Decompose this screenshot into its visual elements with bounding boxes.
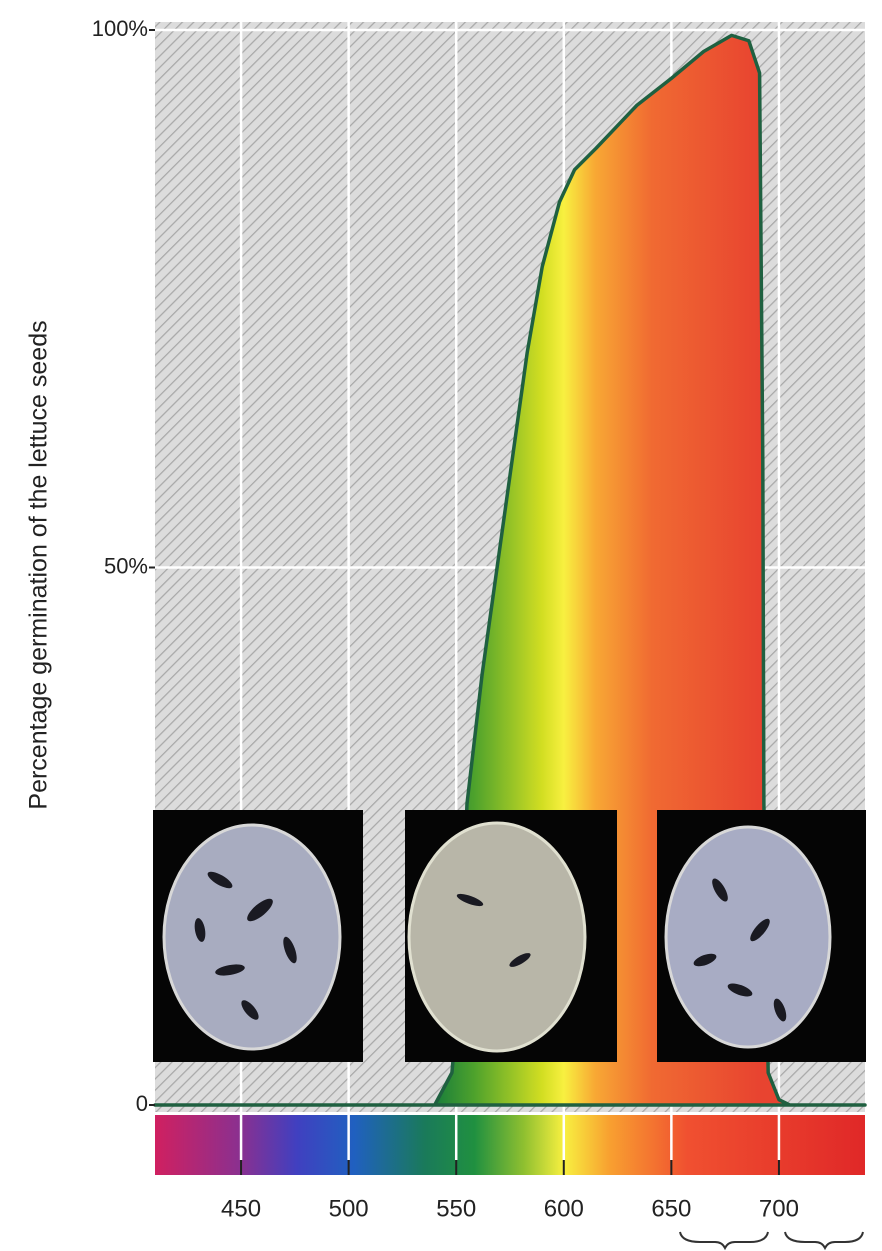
- y-axis-label: Percentage germination of the lettuce se…: [25, 320, 53, 809]
- x-tick-label: 650: [651, 1195, 691, 1222]
- y-tick-label: 50%: [104, 553, 148, 578]
- photos: [153, 810, 866, 1062]
- x-tick-label: 500: [329, 1195, 369, 1222]
- braces: [680, 1232, 863, 1248]
- x-tick-label: 450: [221, 1195, 261, 1222]
- y-tick-label: 100%: [92, 16, 148, 41]
- spectrum-bar: [155, 1115, 865, 1175]
- petri-dish: [666, 827, 830, 1047]
- chart: 0 50% 100% 450 500 550 600 650 700 Percentage ge…: [0, 0, 882, 1251]
- page: {"chart_data": {"type": "area", "y_label…: [0, 0, 882, 1251]
- x-tick-label: 600: [544, 1195, 584, 1222]
- x-tick-label: 550: [436, 1195, 476, 1222]
- petri-dish: [409, 823, 585, 1051]
- x-tick-label: 700: [759, 1195, 799, 1222]
- y-tick-label: 0: [136, 1091, 148, 1116]
